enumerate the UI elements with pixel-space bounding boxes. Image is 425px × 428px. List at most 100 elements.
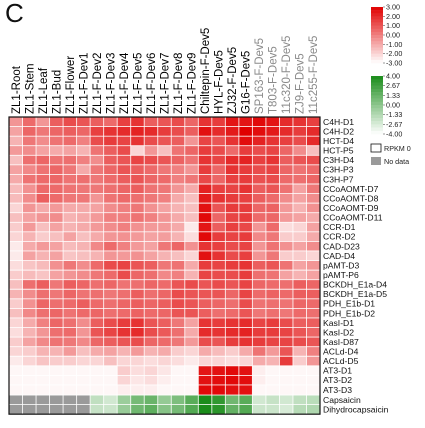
heatmap-cell bbox=[144, 250, 159, 261]
heatmap-cell bbox=[22, 298, 37, 309]
heatmap-cell bbox=[36, 231, 50, 242]
heatmap-cell bbox=[198, 250, 213, 261]
heatmap-cell bbox=[171, 174, 186, 185]
heatmap-cell bbox=[238, 164, 253, 175]
capsaicinoid-cell bbox=[252, 395, 267, 405]
heatmap-cell bbox=[292, 212, 307, 223]
heatmap-cell bbox=[157, 384, 172, 395]
heatmap-cell bbox=[76, 308, 91, 319]
heatmap-cell bbox=[265, 231, 280, 242]
capsaicinoid-cell bbox=[36, 404, 50, 415]
heatmap-cell bbox=[265, 183, 280, 194]
heatmap-cell bbox=[292, 164, 307, 175]
capsaicinoid-cell bbox=[157, 404, 172, 415]
heatmap-cell bbox=[184, 136, 199, 147]
heatmap-cell bbox=[63, 183, 77, 194]
heatmap-cell bbox=[171, 155, 186, 166]
heatmap-cell bbox=[279, 164, 294, 175]
heatmap-cell bbox=[252, 337, 267, 347]
capsaicinoid-cell bbox=[63, 395, 77, 405]
heatmap-cell bbox=[184, 298, 199, 309]
legend-swatch-capsaicinoid bbox=[371, 82, 383, 86]
heatmap-cell bbox=[103, 260, 118, 271]
heatmap-cell bbox=[63, 145, 77, 156]
heatmap-cell bbox=[265, 375, 280, 386]
row-label: pAMT-D3 bbox=[323, 260, 360, 270]
heatmap-cell bbox=[252, 155, 267, 166]
heatmap-cell bbox=[211, 298, 226, 309]
heatmap-cell bbox=[171, 279, 186, 290]
heatmap-cell bbox=[252, 327, 267, 338]
heatmap-cell bbox=[265, 346, 280, 357]
row-label: PDH_E1b-D1 bbox=[323, 299, 375, 309]
heatmap-cell bbox=[22, 241, 37, 252]
heatmap-cell bbox=[9, 250, 23, 261]
heatmap-cell bbox=[9, 279, 23, 290]
heatmap-cell bbox=[265, 308, 280, 319]
heatmap-cell bbox=[184, 250, 199, 261]
heatmap-cell bbox=[144, 203, 159, 213]
heatmap-cell bbox=[252, 384, 267, 395]
heatmap-cell bbox=[103, 155, 118, 166]
heatmap-cell bbox=[63, 327, 77, 338]
heatmap-cell bbox=[292, 231, 307, 242]
heatmap-cell bbox=[117, 117, 131, 127]
heatmap-cell bbox=[63, 212, 77, 223]
heatmap-cell bbox=[265, 337, 280, 347]
legend-tick-label: 3.00 bbox=[386, 3, 400, 12]
heatmap-cell bbox=[130, 117, 145, 127]
heatmap-cell bbox=[103, 193, 118, 204]
heatmap-cell bbox=[130, 222, 145, 233]
heatmap-cell bbox=[144, 384, 159, 395]
heatmap-cell bbox=[9, 164, 23, 175]
heatmap-cell bbox=[103, 136, 118, 147]
heatmap-cell bbox=[306, 260, 321, 271]
heatmap-cell bbox=[265, 155, 280, 166]
heatmap-cell bbox=[279, 126, 294, 137]
heatmap-cell bbox=[225, 289, 240, 300]
heatmap-cell bbox=[171, 222, 186, 233]
heatmap-cell bbox=[265, 270, 280, 280]
heatmap-cell bbox=[117, 365, 131, 376]
heatmap-cell bbox=[130, 250, 145, 261]
heatmap-cell bbox=[225, 136, 240, 147]
legend-swatch-expression bbox=[371, 13, 383, 17]
heatmap-cell bbox=[238, 327, 253, 338]
heatmap-cell bbox=[198, 365, 213, 376]
heatmap-cell bbox=[252, 260, 267, 271]
heatmap-cell bbox=[36, 298, 50, 309]
heatmap-cell bbox=[279, 327, 294, 338]
heatmap-cell bbox=[130, 260, 145, 271]
heatmap-cell bbox=[90, 117, 104, 127]
heatmap-cell bbox=[157, 183, 172, 194]
heatmap-cell bbox=[157, 222, 172, 233]
heatmap-cell bbox=[157, 298, 172, 309]
heatmap-cell bbox=[265, 250, 280, 261]
heatmap-cell bbox=[36, 346, 50, 357]
heatmap-cell bbox=[171, 136, 186, 147]
heatmap-cell bbox=[238, 222, 253, 233]
heatmap-cell bbox=[130, 174, 145, 185]
heatmap-cell bbox=[225, 356, 240, 367]
legend-swatch-capsaicinoid bbox=[371, 111, 383, 115]
heatmap-cell bbox=[144, 270, 159, 280]
heatmap-cell bbox=[130, 231, 145, 242]
heatmap-cell bbox=[211, 212, 226, 223]
heatmap-cell bbox=[265, 384, 280, 395]
legend-tick-label: 2.67 bbox=[386, 81, 400, 90]
heatmap-cell bbox=[265, 241, 280, 252]
heatmap-cell bbox=[306, 308, 321, 319]
heatmap-cell bbox=[211, 145, 226, 156]
heatmap-cell bbox=[157, 212, 172, 223]
capsaicinoid-cell bbox=[306, 404, 321, 415]
heatmap-cell bbox=[22, 346, 37, 357]
heatmap-cell bbox=[76, 365, 91, 376]
heatmap-cell bbox=[22, 203, 37, 213]
heatmap-cell bbox=[9, 384, 23, 395]
capsaicinoid-cell bbox=[103, 404, 118, 415]
row-label: HCT-D4 bbox=[323, 136, 354, 146]
heatmap-cell bbox=[49, 346, 64, 357]
heatmap-cell bbox=[171, 356, 186, 367]
heatmap-cell bbox=[117, 174, 131, 185]
heatmap-cell bbox=[306, 183, 321, 194]
